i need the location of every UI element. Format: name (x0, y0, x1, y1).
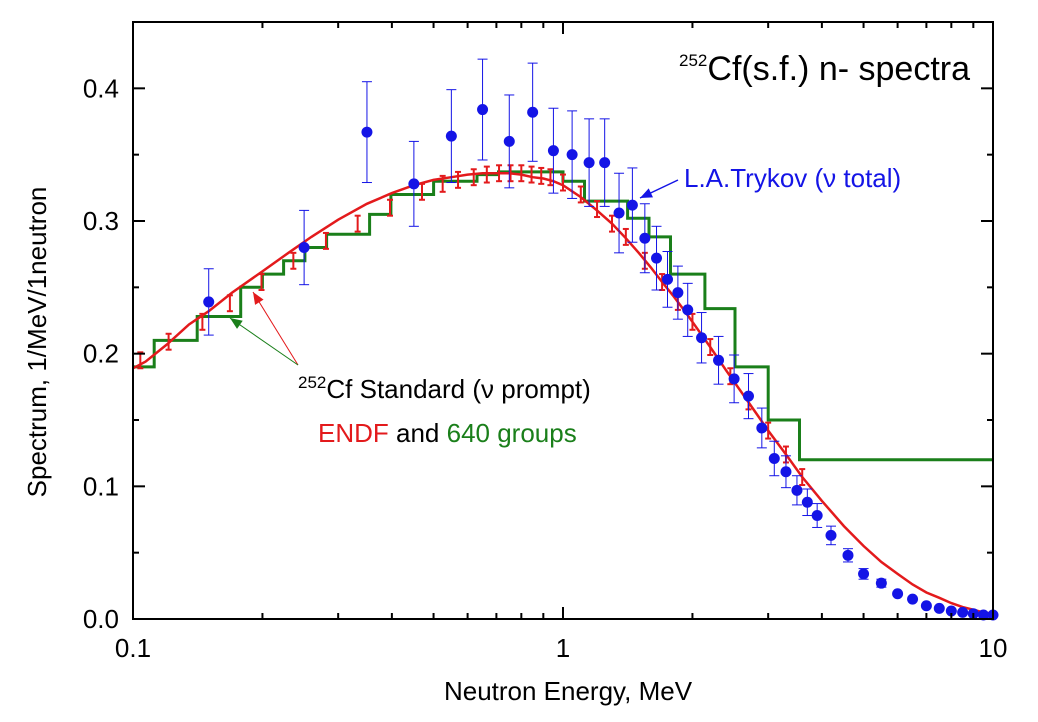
endf-errorbar (518, 164, 525, 183)
trykov-point (503, 135, 515, 147)
y-tick-label: 0.3 (83, 206, 119, 236)
x-tick-label: 0.1 (115, 633, 151, 663)
trykov-point (977, 609, 989, 621)
trykov-point (713, 354, 725, 366)
and-word: and (389, 418, 447, 448)
trykov-point (907, 593, 919, 605)
trykov-point (858, 568, 870, 580)
trykov-point (639, 232, 651, 244)
trykov-point (682, 304, 694, 316)
plot-marks (132, 58, 999, 621)
trykov-point (892, 588, 904, 600)
trykov-point (672, 287, 684, 299)
groups-pointer-line (229, 317, 299, 366)
endf-pointer-arrowhead (253, 292, 264, 305)
standard-label: 252Cf Standard (ν prompt) (298, 373, 591, 404)
trykov-point (527, 106, 539, 118)
endf-errorbar (707, 338, 714, 356)
y-tick-label: 0.0 (83, 604, 119, 634)
endf-errorbar (137, 351, 144, 370)
y-tick-label: 0.2 (83, 339, 119, 369)
trykov-point (780, 466, 792, 478)
trykov-point (599, 157, 611, 169)
endf-errorbar (387, 198, 394, 217)
trykov-point (945, 605, 957, 617)
trykov-point (811, 510, 823, 522)
endf-errorbar (439, 174, 446, 193)
endf-errorbar (765, 421, 772, 440)
x-tick-label: 1 (556, 633, 570, 663)
endf-errorbar (470, 168, 477, 187)
trykov-point (842, 549, 854, 561)
trykov-point (613, 207, 625, 219)
trykov-point (408, 178, 420, 190)
trykov-point (933, 602, 945, 614)
endf-errorbar (199, 312, 206, 331)
chart-title: 252Cf(s.f.) n- spectra (679, 50, 970, 88)
groups-step-line (133, 170, 993, 462)
trykov-point (825, 529, 837, 541)
endf-errorbar (560, 173, 566, 192)
endf-errorbar (419, 182, 426, 201)
trykov-point (477, 104, 489, 116)
endf-errorbar (354, 214, 361, 233)
endf-errorbar (538, 166, 545, 185)
endf-errorbar (799, 468, 806, 487)
endf-errorbar (507, 164, 514, 183)
groups-word: 640 groups (447, 418, 577, 448)
endf-errorbar (290, 251, 297, 270)
endf-word: ENDF (318, 418, 389, 448)
endf-errorbar (689, 312, 696, 331)
endf-errorbar (528, 165, 535, 184)
trykov-point (583, 157, 595, 169)
trykov-point (566, 149, 578, 161)
trykov-label: L.A.Trykov (ν total) (684, 163, 901, 193)
groups-pointer-arrowhead (230, 318, 243, 329)
trykov-point (875, 577, 887, 589)
trykov-point (298, 242, 310, 254)
endf-groups-label: ENDF and 640 groups (318, 418, 577, 448)
trykov-point (920, 600, 932, 612)
endf-errorbar (322, 231, 329, 250)
trykov-point (742, 390, 754, 402)
trykov-point (361, 126, 373, 138)
trykov-point (203, 296, 215, 308)
axes: 0.00.10.20.30.40.1 1 10 (83, 21, 1008, 663)
x-axis-title: Neutron Energy, MeV (444, 676, 693, 706)
x-tick-label: 10 (979, 633, 1008, 663)
endf-errorbar (496, 164, 503, 183)
trykov-point (957, 606, 969, 618)
trykov-point (547, 145, 559, 157)
endf-errorbar (226, 294, 233, 313)
y-tick-label: 0.1 (83, 471, 119, 501)
trykov-point (626, 199, 638, 211)
trykov-point (728, 373, 740, 385)
endf-errorbar (483, 165, 490, 184)
endf-errorbar (547, 168, 554, 187)
trykov-point (696, 332, 708, 344)
endf-errorbar (577, 185, 584, 204)
endf-errorbar (622, 227, 629, 246)
endf-errorbar (455, 170, 462, 189)
endf-errorbar (258, 273, 265, 291)
trykov-point (756, 422, 768, 434)
endf-errorbar (594, 200, 601, 219)
endf-pointer-line (252, 291, 299, 366)
trykov-point (662, 273, 674, 285)
trykov-point (445, 130, 457, 142)
trykov-point (791, 484, 803, 496)
trykov-pointer-arrowhead (640, 188, 653, 198)
trykov-point (651, 252, 663, 264)
y-axis-title: Spectrum, 1/MeV/1neutron (22, 187, 52, 498)
endf-errorbar (608, 214, 615, 233)
trykov-point (768, 452, 780, 464)
plot-frame (132, 21, 994, 620)
y-tick-label: 0.4 (83, 73, 119, 103)
trykov-point (801, 496, 813, 508)
endf-errorbar (165, 332, 172, 351)
